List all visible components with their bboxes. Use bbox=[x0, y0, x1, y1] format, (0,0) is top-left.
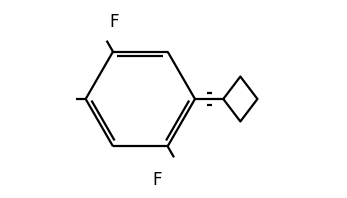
Text: F: F bbox=[109, 13, 119, 31]
Text: F: F bbox=[152, 171, 162, 189]
